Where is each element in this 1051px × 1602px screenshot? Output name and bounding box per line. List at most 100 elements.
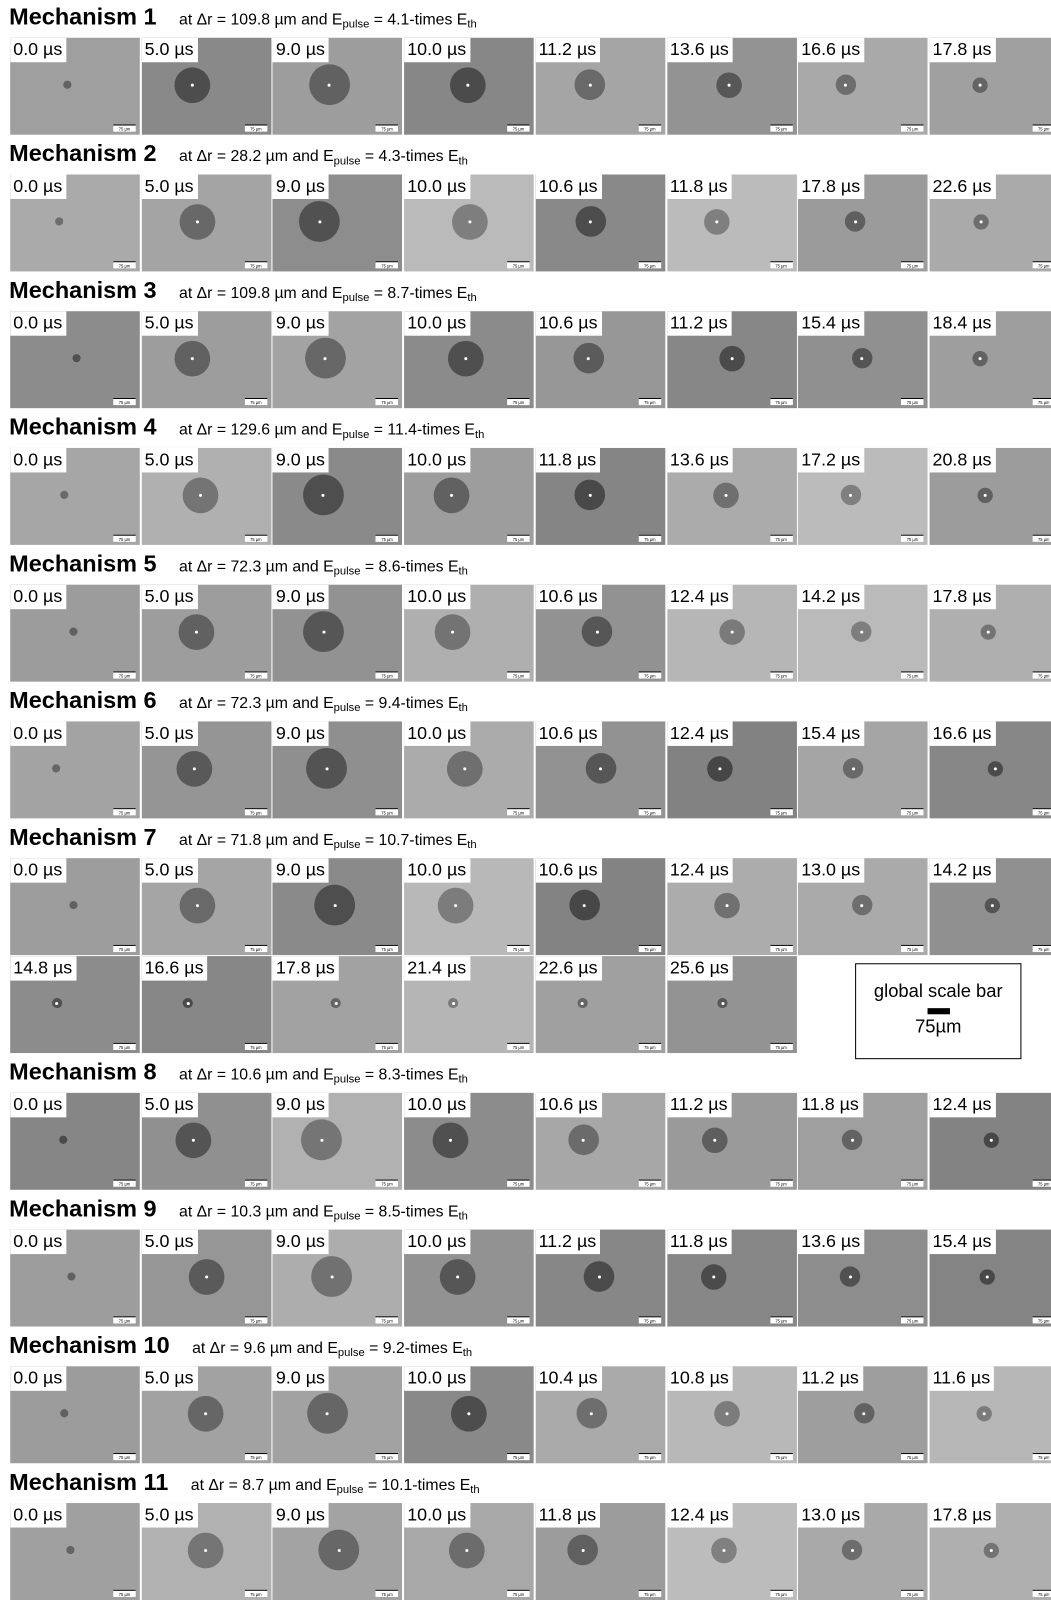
- time-label: 5.0 µs: [142, 38, 198, 62]
- bubble-center: [725, 1412, 728, 1415]
- condition-text: at Δr = 8.7 µm and E: [191, 1477, 337, 1494]
- time-label: 9.0 µs: [273, 448, 329, 472]
- scale-bar: 75 µm: [639, 398, 661, 405]
- condition-text: at Δr = 72.3 µm and E: [179, 695, 334, 712]
- time-label: 14.2 µs: [929, 858, 995, 882]
- bubble-center: [860, 630, 863, 633]
- bubble-center: [205, 1275, 208, 1278]
- bubble: [67, 1272, 75, 1280]
- scale-bar: 75 µm: [376, 124, 398, 131]
- time-label: 11.2 µs: [667, 311, 732, 335]
- time-label: 9.0 µs: [273, 585, 329, 609]
- time-label: 13.6 µs: [798, 1230, 864, 1254]
- frame-image: 11.6 µs75 µm: [929, 1366, 1051, 1463]
- frame-image: 5.0 µs75 µm: [142, 448, 272, 545]
- mechanism-title: Mechanism 1: [9, 3, 156, 31]
- condition-text: at Δr = 10.3 µm and E: [179, 1203, 334, 1220]
- condition: at Δr = 10.6 µm and Epulse = 8.3-times E…: [179, 1066, 468, 1085]
- mechanism-title: Mechanism 6: [9, 687, 156, 715]
- frame-image: 14.8 µs75 µm: [10, 956, 140, 1053]
- time-label: 12.4 µs: [667, 858, 733, 882]
- scale-bar: 75 µm: [770, 808, 792, 815]
- scale-bar: 75 µm: [113, 1590, 135, 1597]
- time-label: 0.0 µs: [10, 1503, 66, 1527]
- time-label: 10.0 µs: [404, 38, 470, 62]
- frame-image: 9.0 µs 75 µm: [273, 38, 403, 135]
- scale-bar: 75 µm: [507, 1453, 529, 1460]
- scale-bar: 75 µm: [901, 1453, 923, 1460]
- time-label: 11.8 µs: [667, 174, 732, 198]
- time-label: 25.6 µs: [667, 956, 733, 980]
- bubble-center: [191, 357, 194, 360]
- condition-text: at Δr = 9.6 µm and E: [192, 1340, 338, 1357]
- frame-image: 0.0 µs 75 µm: [10, 311, 140, 408]
- time-label: 0.0 µs: [10, 1366, 66, 1390]
- scale-bar: 75 µm: [376, 1180, 398, 1187]
- time-label: 10.0 µs: [404, 721, 470, 745]
- mechanism-header: Mechanism 5at Δr = 72.3 µm and Epulse = …: [9, 550, 468, 578]
- bubble: [72, 354, 80, 362]
- scale-bar: 75 µm: [639, 535, 661, 542]
- time-label: 10.6 µs: [536, 585, 602, 609]
- time-label: 9.0 µs: [273, 858, 329, 882]
- time-label: 10.6 µs: [536, 721, 602, 745]
- time-label: 10.0 µs: [404, 1093, 470, 1117]
- time-label: 10.4 µs: [536, 1366, 602, 1390]
- bubble-center: [991, 904, 994, 907]
- bubble: [59, 1136, 67, 1144]
- condition: at Δr = 72.3 µm and Epulse = 9.4-times E…: [179, 695, 468, 714]
- scale-bar: 75 µm: [770, 261, 792, 268]
- condition-subscript: pulse: [334, 1210, 361, 1222]
- scale-bar: 75 µm: [113, 398, 135, 405]
- frame-image: 10.6 µs75 µm: [536, 1093, 666, 1190]
- bubble-center: [326, 1412, 329, 1415]
- scale-bar: 75 µm: [901, 1590, 923, 1597]
- bubble-center: [465, 1548, 468, 1551]
- time-label: 10.8 µs: [667, 1366, 733, 1390]
- scale-bar: 75 µm: [507, 398, 529, 405]
- frame-image: 13.6 µs75 µm: [798, 1230, 928, 1327]
- frame-image: 12.4 µs75 µm: [667, 585, 797, 682]
- condition-text: at Δr = 109.8 µm and E: [179, 285, 342, 302]
- time-label: 9.0 µs: [273, 38, 329, 62]
- scale-bar: 75 µm: [1033, 261, 1051, 268]
- bubble-center: [587, 357, 590, 360]
- bubble-center: [195, 630, 198, 633]
- bubble: [63, 81, 71, 89]
- time-label: 17.8 µs: [273, 956, 339, 980]
- scale-line: [927, 1008, 949, 1014]
- bubble-center: [204, 1412, 207, 1415]
- scale-bar: 75 µm: [376, 1316, 398, 1323]
- condition-subscript: th: [463, 1347, 472, 1359]
- bubble-center: [195, 904, 198, 907]
- condition: at Δr = 72.3 µm and Epulse = 8.6-times E…: [179, 558, 468, 577]
- time-label: 11.8 µs: [798, 1093, 863, 1117]
- frame-image: 11.2 µs75 µm: [667, 1093, 797, 1190]
- frame-image: 10.0 µs75 µm: [404, 585, 534, 682]
- condition: at Δr = 129.6 µm and Epulse = 11.4-times…: [179, 421, 484, 440]
- bubble-center: [849, 1275, 852, 1278]
- time-label: 11.8 µs: [667, 1230, 732, 1254]
- bubble-center: [854, 220, 857, 223]
- condition-subscript: pulse: [334, 155, 361, 167]
- bubble-center: [186, 1002, 189, 1005]
- time-label: 0.0 µs: [10, 311, 66, 335]
- scale-bar: 75 µm: [770, 398, 792, 405]
- time-label: 0.0 µs: [10, 174, 66, 198]
- scale-bar: 75 µm: [770, 1453, 792, 1460]
- condition-subscript: pulse: [334, 1073, 361, 1085]
- frame-image: 11.2 µs75 µm: [536, 1230, 666, 1327]
- time-label: 0.0 µs: [10, 1230, 66, 1254]
- frame-image: 14.2 µs75 µm: [798, 585, 928, 682]
